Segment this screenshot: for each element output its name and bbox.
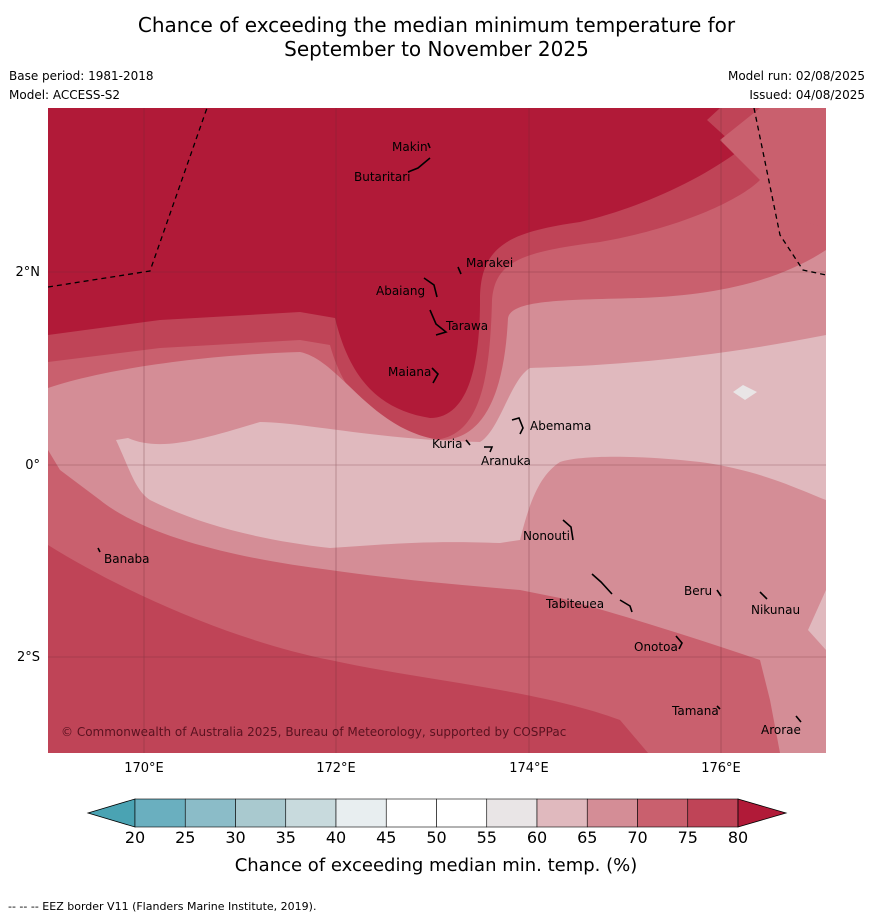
lon-tick: 176°E (701, 761, 741, 776)
colorbar-label: 65 (577, 828, 597, 847)
place-nikunau: Nikunau (751, 603, 800, 617)
model-text: Model: ACCESS-S2 (9, 88, 121, 102)
colorbar-swatch (486, 798, 538, 828)
place-tamana: Tamana (671, 704, 719, 718)
colorbar-swatch (335, 798, 387, 828)
colorbar-label: 75 (678, 828, 698, 847)
issued-text: Issued: 04/08/2025 (749, 88, 865, 102)
place-maiana: Maiana (388, 365, 431, 379)
lon-tick-labels: 170°E 172°E 174°E 176°E (124, 761, 741, 776)
colorbar-label: 50 (426, 828, 446, 847)
colorbar-label: 45 (376, 828, 396, 847)
colorbar-swatch (586, 798, 638, 828)
map-title-line1: Chance of exceeding the median minimum t… (137, 13, 736, 37)
lon-tick: 174°E (509, 761, 549, 776)
colorbar-swatch (235, 798, 287, 828)
colorbar-swatch (385, 798, 437, 828)
probability-map: Makin Butaritari Marakei Abaiang Tarawa … (16, 108, 826, 876)
colorbar-label: 20 (125, 828, 145, 847)
band-55-60 (116, 335, 826, 548)
eez-border (48, 108, 826, 288)
colorbar-swatch (285, 798, 337, 828)
lon-tick: 172°E (316, 761, 356, 776)
eez-footnote: -- -- -- EEZ border V11 (Flanders Marine… (8, 900, 317, 913)
colorbar-label: 25 (175, 828, 195, 847)
place-marakei: Marakei (466, 256, 513, 270)
place-kuria: Kuria (432, 437, 463, 451)
place-abaiang: Abaiang (376, 284, 425, 298)
colorbar-swatch (637, 798, 689, 828)
band-55-60-east (808, 590, 826, 650)
colorbar-label: 70 (627, 828, 647, 847)
base-period-text: Base period: 1981-2018 (9, 69, 154, 83)
map-title-line2: September to November 2025 (284, 37, 589, 61)
place-banaba: Banaba (104, 552, 150, 566)
band-60-65-patch (733, 385, 757, 400)
colorbar-swatch (536, 798, 588, 828)
island-outlines (97, 142, 802, 723)
colorbar-low-extend (86, 798, 136, 828)
colorbar-label: 40 (326, 828, 346, 847)
lat-tick-labels: 2°N 0° 2°S (16, 265, 41, 665)
lat-tick: 0° (25, 458, 40, 473)
colorbar-swatch (436, 798, 488, 828)
colorbar-swatch (687, 798, 739, 828)
model-run-text: Model run: 02/08/2025 (727, 69, 865, 83)
colorbar (86, 798, 788, 828)
colorbar-label: 80 (728, 828, 748, 847)
colorbar-high-extend (737, 798, 788, 828)
place-tabiteuea: Tabiteuea (545, 597, 604, 611)
lat-tick: 2°S (17, 650, 40, 665)
place-aranuka: Aranuka (481, 454, 531, 468)
place-arorae: Arorae (761, 723, 801, 737)
band-70-75-patch (730, 265, 750, 275)
colorbar-title: Chance of exceeding median min. temp. (%… (235, 855, 638, 876)
place-abemama: Abemama (530, 419, 591, 433)
colorbar-label: 30 (225, 828, 245, 847)
lat-tick: 2°N (16, 265, 41, 280)
place-butaritari: Butaritari (354, 170, 411, 184)
colorbar-swatch (134, 798, 186, 828)
place-beru: Beru (684, 584, 712, 598)
copyright-text: © Commonwealth of Australia 2025, Bureau… (61, 725, 566, 739)
place-nonouti: Nonouti (523, 529, 570, 543)
band-70-75-east (805, 214, 826, 228)
lon-tick: 170°E (124, 761, 164, 776)
place-makin: Makin (392, 140, 428, 154)
colorbar-label: 35 (276, 828, 296, 847)
place-onotoa: Onotoa (634, 640, 678, 654)
place-labels: Makin Butaritari Marakei Abaiang Tarawa … (104, 140, 801, 737)
colorbar-labels: 20 25 30 35 40 45 50 55 60 65 70 75 80 (125, 828, 748, 847)
colorbar-label: 55 (477, 828, 497, 847)
colorbar-swatch (184, 798, 236, 828)
place-tarawa: Tarawa (445, 319, 488, 333)
colorbar-label: 60 (527, 828, 547, 847)
